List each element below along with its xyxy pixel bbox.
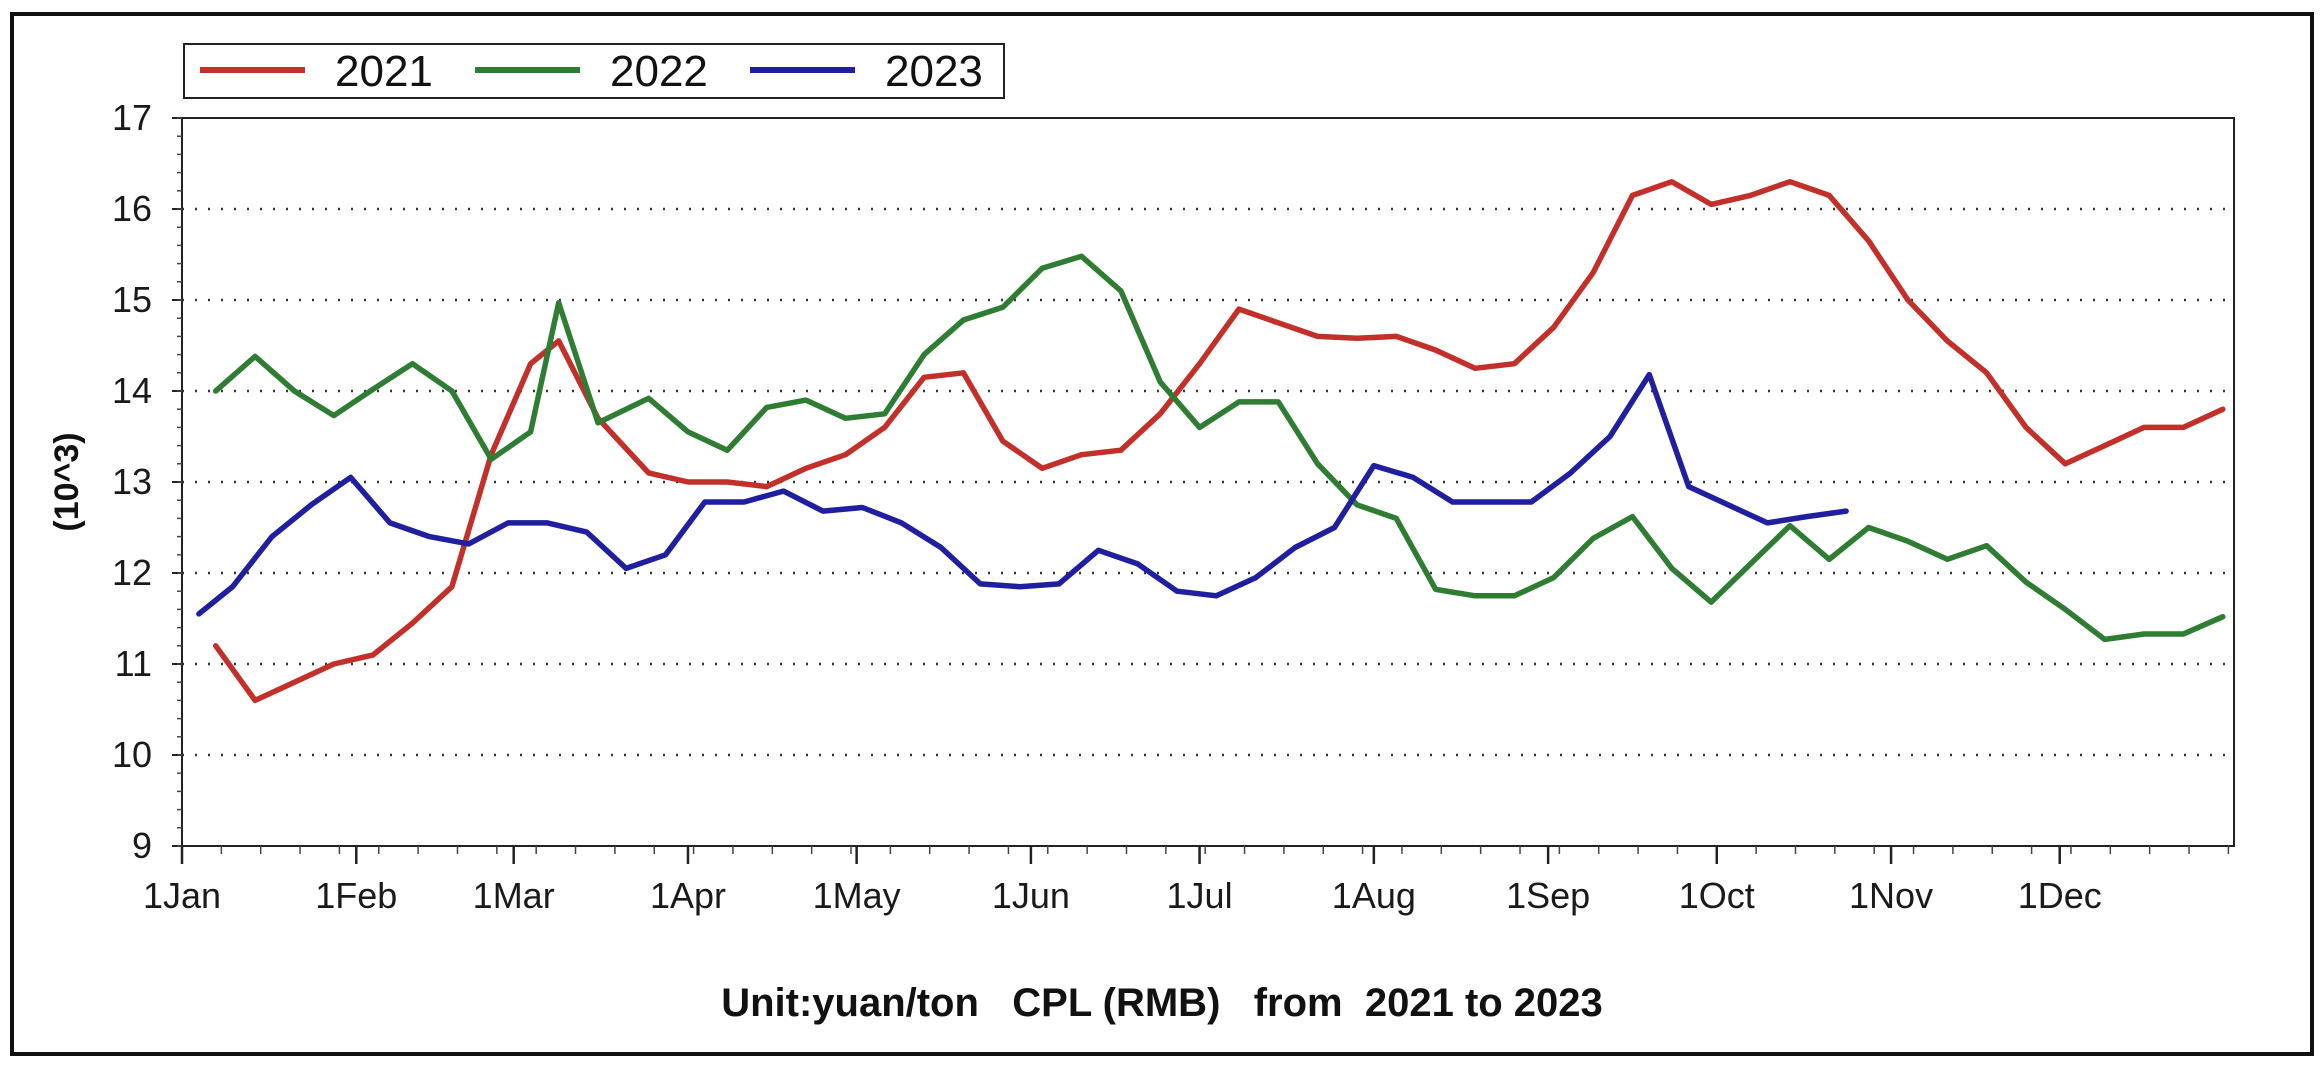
- y-tick-label: 17: [112, 97, 152, 138]
- series-line-2021: [212, 178, 2226, 704]
- legend-label-2022: 2022: [610, 47, 708, 96]
- y-tick-label: 15: [112, 279, 152, 320]
- legend-label-2023: 2023: [885, 47, 983, 96]
- x-tick-label: 1Jul: [1167, 875, 1233, 916]
- legend-box: [183, 43, 1005, 99]
- x-tick-label: 1Oct: [1679, 875, 1755, 916]
- y-tick-label: 14: [112, 370, 152, 411]
- plot-area: [181, 117, 2235, 847]
- y-tick-label: 16: [112, 188, 152, 229]
- y-tick-label: 11: [115, 643, 152, 684]
- y-tick-label: 9: [132, 825, 152, 866]
- y-axis-label: (10^3): [48, 432, 86, 531]
- x-tick-label: 1Nov: [1849, 875, 1933, 916]
- x-axis-ticks: 1Jan 1Feb 1Mar 1Apr 1May 1Jun 1Jul 1Aug 1Sep 1Oct…: [143, 846, 2102, 916]
- y-tick-label: 10: [112, 734, 152, 775]
- x-tick-label: 1Mar: [473, 875, 555, 916]
- x-tick-label: 1Aug: [1332, 875, 1416, 916]
- x-tick-label: 1Dec: [2018, 875, 2102, 916]
- x-tick-label: 1Sep: [1506, 875, 1590, 916]
- y-axis-ticks: 9 10 11 12 13 14 15 16 17: [112, 97, 182, 866]
- x-tick-label: 1May: [813, 875, 901, 916]
- series-line-2022: [212, 253, 2226, 643]
- legend-label-2021: 2021: [335, 47, 433, 96]
- series-line-2023: [196, 371, 1849, 617]
- x-tick-label: 1Jun: [992, 875, 1070, 916]
- series-lines: [196, 178, 2226, 704]
- x-tick-label: 1Feb: [315, 875, 397, 916]
- chart-caption: Unit:yuan/ton CPL (RMB) from 2021 to 202…: [721, 981, 1603, 1025]
- legend: 2021 2022 2023: [183, 43, 1005, 99]
- y-tick-label: 12: [112, 552, 152, 593]
- y-tick-label: 13: [112, 461, 152, 502]
- x-tick-label: 1Jan: [143, 875, 221, 916]
- x-tick-label: 1Apr: [650, 875, 726, 916]
